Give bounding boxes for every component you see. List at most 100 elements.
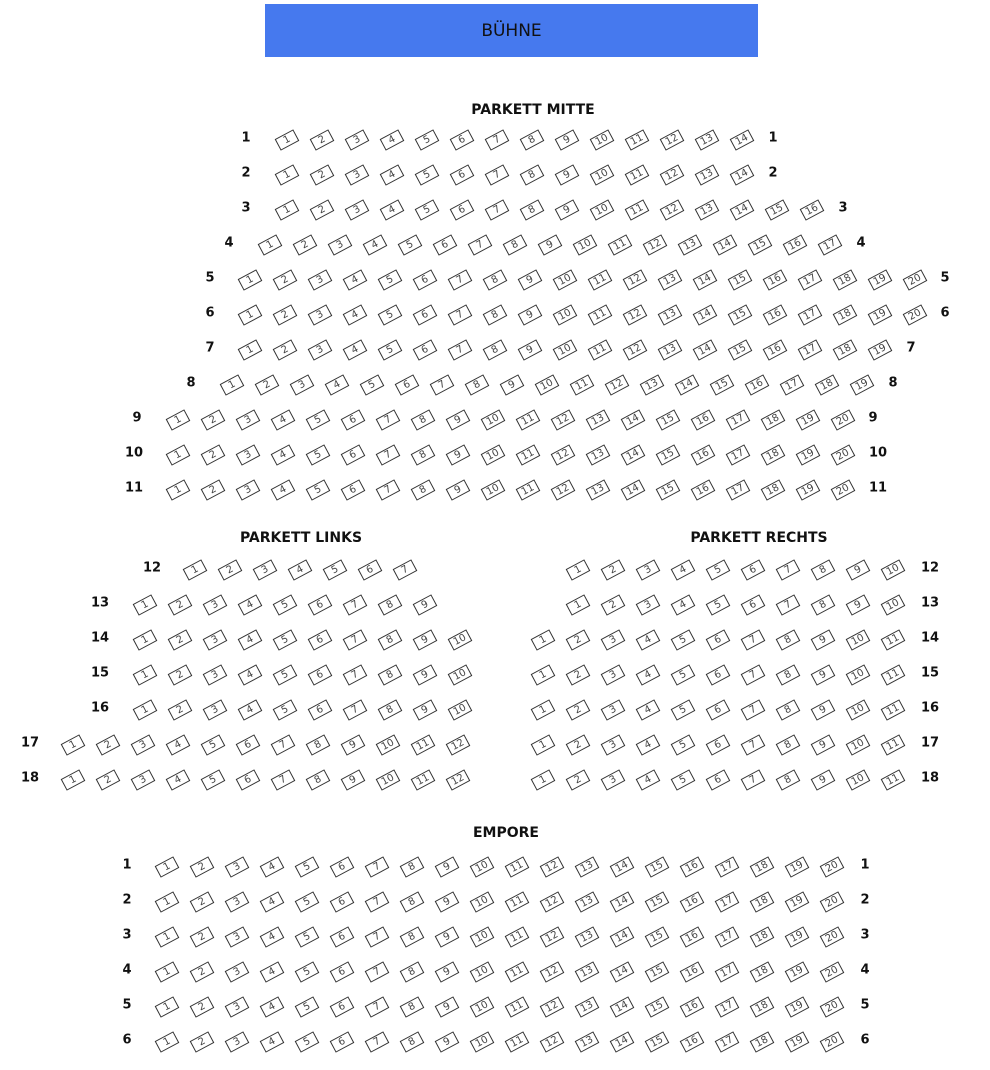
seat[interactable]: 7 <box>447 339 473 361</box>
seat[interactable]: 3 <box>307 269 333 291</box>
seat[interactable]: 10 <box>589 129 615 151</box>
seat[interactable]: 1 <box>530 734 556 756</box>
seat[interactable]: 20 <box>819 926 845 948</box>
seat[interactable]: 19 <box>795 479 821 501</box>
seat[interactable]: 2 <box>600 559 626 581</box>
seat[interactable]: 7 <box>392 559 418 581</box>
seat[interactable]: 6 <box>412 269 438 291</box>
seat[interactable]: 20 <box>819 996 845 1018</box>
seat[interactable]: 6 <box>357 559 383 581</box>
seat[interactable]: 2 <box>309 129 335 151</box>
seat[interactable]: 2 <box>309 199 335 221</box>
seat[interactable]: 18 <box>832 339 858 361</box>
seat[interactable]: 4 <box>259 891 285 913</box>
seat[interactable]: 3 <box>635 594 661 616</box>
seat[interactable]: 9 <box>517 269 543 291</box>
seat[interactable]: 5 <box>294 926 320 948</box>
seat[interactable]: 4 <box>270 479 296 501</box>
seat[interactable]: 18 <box>760 409 786 431</box>
seat[interactable]: 7 <box>467 234 493 256</box>
seat[interactable]: 3 <box>307 304 333 326</box>
seat[interactable]: 5 <box>305 444 331 466</box>
seat[interactable]: 8 <box>399 961 425 983</box>
seat[interactable]: 19 <box>784 961 810 983</box>
seat[interactable]: 1 <box>530 664 556 686</box>
seat[interactable]: 3 <box>252 559 278 581</box>
seat[interactable]: 7 <box>342 629 368 651</box>
seat[interactable]: 9 <box>845 559 871 581</box>
seat[interactable]: 6 <box>740 559 766 581</box>
seat[interactable]: 5 <box>705 594 731 616</box>
seat[interactable]: 2 <box>189 891 215 913</box>
seat[interactable]: 18 <box>760 444 786 466</box>
seat[interactable]: 6 <box>329 961 355 983</box>
seat[interactable]: 12 <box>539 856 565 878</box>
seat[interactable]: 7 <box>364 891 390 913</box>
seat[interactable]: 5 <box>670 769 696 791</box>
seat[interactable]: 5 <box>272 629 298 651</box>
seat[interactable]: 1 <box>565 559 591 581</box>
seat[interactable]: 2 <box>95 769 121 791</box>
seat[interactable]: 17 <box>714 856 740 878</box>
seat[interactable]: 19 <box>795 444 821 466</box>
seat[interactable]: 13 <box>677 234 703 256</box>
seat[interactable]: 9 <box>810 629 836 651</box>
seat[interactable]: 7 <box>342 594 368 616</box>
seat[interactable]: 1 <box>165 409 191 431</box>
seat[interactable]: 1 <box>60 734 86 756</box>
seat[interactable]: 8 <box>482 339 508 361</box>
seat[interactable]: 15 <box>644 996 670 1018</box>
seat[interactable]: 15 <box>644 856 670 878</box>
seat[interactable]: 6 <box>329 891 355 913</box>
seat[interactable]: 3 <box>224 1031 250 1053</box>
seat[interactable]: 1 <box>165 479 191 501</box>
seat[interactable]: 10 <box>469 1031 495 1053</box>
seat[interactable]: 10 <box>572 234 598 256</box>
seat[interactable]: 7 <box>740 664 766 686</box>
seat[interactable]: 2 <box>189 1031 215 1053</box>
seat[interactable]: 8 <box>519 164 545 186</box>
seat[interactable]: 7 <box>740 699 766 721</box>
seat[interactable]: 1 <box>132 664 158 686</box>
seat[interactable]: 12 <box>659 199 685 221</box>
seat[interactable]: 5 <box>397 234 423 256</box>
seat[interactable]: 6 <box>329 996 355 1018</box>
seat[interactable]: 2 <box>565 664 591 686</box>
seat[interactable]: 12 <box>550 479 576 501</box>
seat[interactable]: 1 <box>132 629 158 651</box>
seat[interactable]: 5 <box>414 129 440 151</box>
seat[interactable]: 5 <box>322 559 348 581</box>
seat[interactable]: 1 <box>165 444 191 466</box>
seat[interactable]: 4 <box>635 629 661 651</box>
seat[interactable]: 11 <box>880 769 906 791</box>
seat[interactable]: 4 <box>362 234 388 256</box>
seat[interactable]: 8 <box>519 129 545 151</box>
seat[interactable]: 17 <box>714 961 740 983</box>
seat[interactable]: 17 <box>714 926 740 948</box>
seat[interactable]: 7 <box>270 734 296 756</box>
seat[interactable]: 1 <box>154 856 180 878</box>
seat[interactable]: 13 <box>657 304 683 326</box>
seat[interactable]: 2 <box>200 479 226 501</box>
seat[interactable]: 8 <box>810 559 836 581</box>
seat[interactable]: 20 <box>830 409 856 431</box>
seat[interactable]: 14 <box>692 339 718 361</box>
seat[interactable]: 10 <box>480 409 506 431</box>
seat[interactable]: 8 <box>377 594 403 616</box>
seat[interactable]: 6 <box>449 164 475 186</box>
seat[interactable]: 16 <box>679 961 705 983</box>
seat[interactable]: 4 <box>379 129 405 151</box>
seat[interactable]: 5 <box>305 479 331 501</box>
seat[interactable]: 17 <box>797 339 823 361</box>
seat[interactable]: 3 <box>600 629 626 651</box>
seat[interactable]: 17 <box>797 304 823 326</box>
seat[interactable]: 12 <box>622 304 648 326</box>
seat[interactable]: 8 <box>305 769 331 791</box>
seat[interactable]: 12 <box>539 1031 565 1053</box>
seat[interactable]: 1 <box>132 699 158 721</box>
seat[interactable]: 18 <box>749 996 775 1018</box>
seat[interactable]: 9 <box>810 664 836 686</box>
seat[interactable]: 15 <box>655 409 681 431</box>
seat[interactable]: 12 <box>539 926 565 948</box>
seat[interactable]: 7 <box>342 699 368 721</box>
